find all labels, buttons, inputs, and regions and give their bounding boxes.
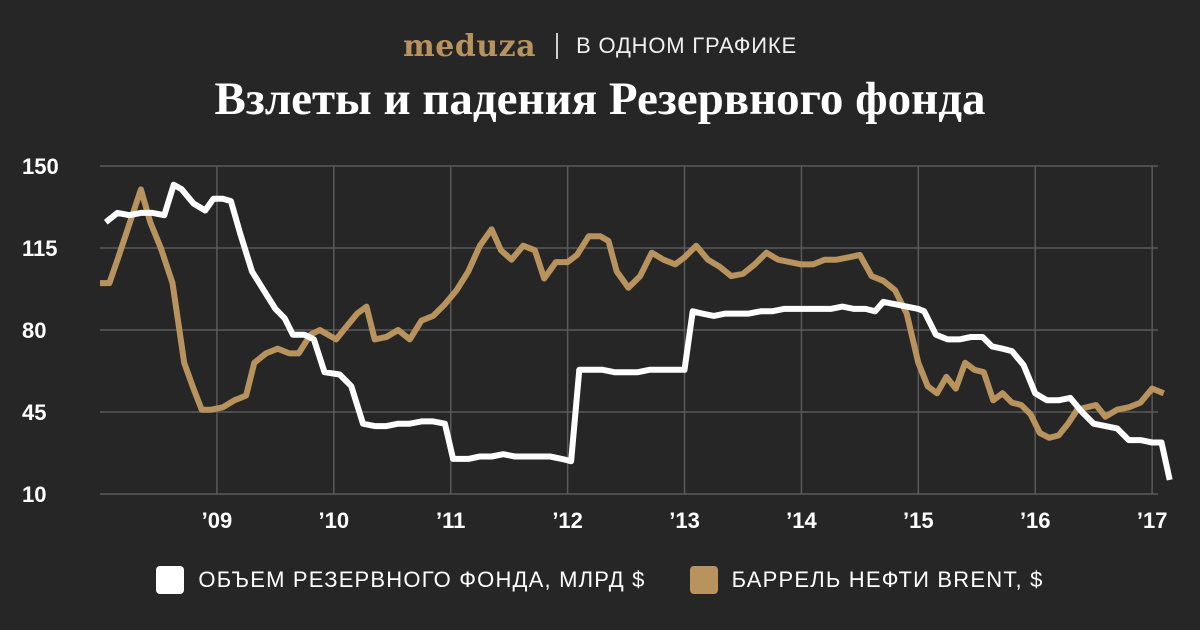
x-axis: ’09 ’10 ’11 ’12 ’13 ’14 ’15 ’16 ’17 — [202, 508, 1168, 533]
x-tick-label: ’15 — [903, 508, 934, 533]
y-tick-label: 80 — [22, 318, 46, 343]
x-tick-label: ’16 — [1020, 508, 1051, 533]
x-tick-label: ’11 — [436, 508, 465, 533]
x-tick-label: ’09 — [202, 508, 233, 533]
legend-item-brent: БАРРЕЛЬ НЕФТИ BRENT, $ — [689, 566, 1044, 594]
legend-item-reserve-fund: ОБЪЕМ РЕЗЕРВНОГО ФОНДА, МЛРД $ — [156, 566, 645, 594]
header: meduza В ОДНОМ ГРАФИКЕ — [0, 26, 1200, 66]
header-divider — [556, 33, 559, 59]
legend-swatch-brent — [689, 566, 718, 594]
y-axis: 150 115 80 45 10 — [22, 154, 59, 507]
brand-logo[interactable]: meduza — [403, 28, 537, 64]
series-line-brent — [100, 186, 1165, 441]
y-tick-label: 45 — [22, 400, 46, 425]
y-tick-label: 150 — [22, 154, 59, 179]
y-tick-label: 115 — [22, 236, 58, 261]
x-tick-label: ’12 — [552, 508, 583, 533]
x-tick-label: ’10 — [319, 508, 350, 533]
rubric-label: В ОДНОМ ГРАФИКЕ — [576, 33, 797, 58]
chart-lines — [100, 181, 1173, 481]
legend: ОБЪЕМ РЕЗЕРВНОГО ФОНДА, МЛРД $ БАРРЕЛЬ Н… — [0, 560, 1200, 600]
chart-grid — [100, 165, 1158, 495]
legend-swatch-reserve-fund — [156, 566, 185, 594]
series-line-reserve-fund — [103, 181, 1173, 481]
x-tick-label: ’14 — [786, 508, 817, 533]
x-tick-label: ’17 — [1137, 508, 1168, 533]
chart-title: Взлеты и падения Резервного фонда — [214, 73, 986, 125]
y-tick-label: 10 — [22, 482, 46, 507]
legend-label-brent: БАРРЕЛЬ НЕФТИ BRENT, $ — [731, 567, 1044, 592]
x-tick-label: ’13 — [669, 508, 700, 533]
legend-label-reserve-fund: ОБЪЕМ РЕЗЕРВНОГО ФОНДА, МЛРД $ — [198, 567, 646, 592]
